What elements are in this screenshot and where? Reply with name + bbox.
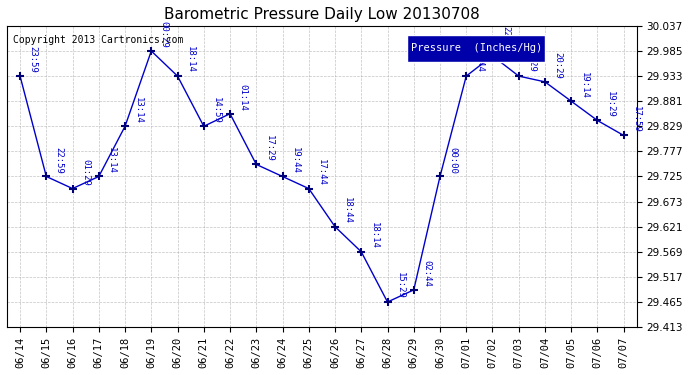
Text: 17:59: 17:59	[632, 106, 641, 133]
Text: 18:14: 18:14	[186, 46, 195, 73]
Text: 19:29: 19:29	[606, 91, 615, 118]
Text: 23:59: 23:59	[28, 46, 37, 73]
Text: 13:14: 13:14	[133, 97, 142, 123]
Text: 19:44: 19:44	[291, 147, 300, 174]
Text: 18:29: 18:29	[527, 46, 536, 73]
Text: 00:29: 00:29	[159, 21, 168, 48]
Text: 10:44: 10:44	[475, 46, 484, 73]
Text: 13:14: 13:14	[107, 147, 116, 174]
Text: 22:59: 22:59	[501, 26, 510, 53]
Title: Barometric Pressure Daily Low 20130708: Barometric Pressure Daily Low 20130708	[164, 7, 480, 22]
Text: 14:59: 14:59	[212, 97, 221, 123]
Text: 18:14: 18:14	[370, 222, 379, 249]
Text: Copyright 2013 Cartronics.com: Copyright 2013 Cartronics.com	[13, 35, 184, 45]
Text: 19:14: 19:14	[580, 72, 589, 98]
Text: 22:59: 22:59	[55, 147, 63, 174]
Text: 01:14: 01:14	[238, 84, 247, 111]
Text: 17:44: 17:44	[317, 159, 326, 186]
Text: 17:29: 17:29	[264, 135, 274, 162]
Text: 01:29: 01:29	[81, 159, 90, 186]
Text: 15:29: 15:29	[396, 272, 405, 299]
Text: 02:44: 02:44	[422, 260, 431, 287]
Text: 00:00: 00:00	[448, 147, 457, 174]
Text: 20:29: 20:29	[553, 52, 562, 79]
Text: 18:44: 18:44	[344, 197, 353, 224]
